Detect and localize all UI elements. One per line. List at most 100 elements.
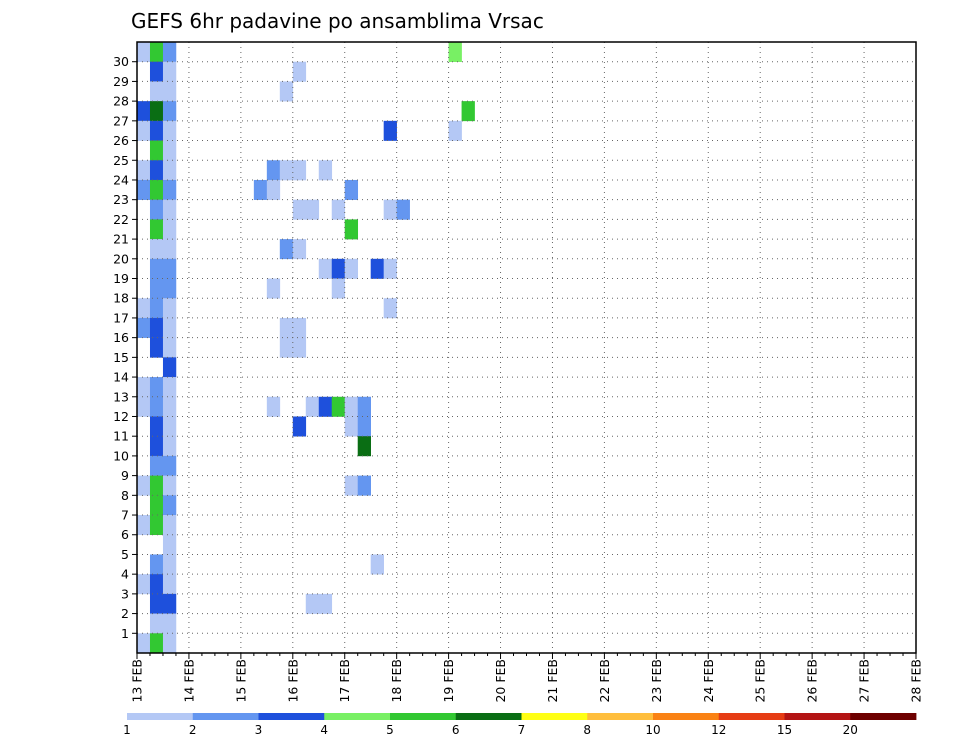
y-tick-label: 19 [113, 271, 129, 286]
heatmap-cells [137, 42, 475, 654]
y-tick-label: 12 [113, 409, 129, 424]
colorbar-label: 1 [123, 723, 131, 737]
heatmap-cell [162, 475, 177, 496]
heatmap-cell [292, 199, 307, 220]
heatmap-cell [292, 317, 307, 338]
heatmap-cell [253, 179, 268, 200]
heatmap-cell [305, 593, 320, 614]
heatmap-cell [162, 633, 177, 654]
heatmap-cell [370, 258, 384, 279]
heatmap-cell [162, 42, 177, 63]
heatmap-cell [162, 199, 177, 220]
heatmap-cell [318, 160, 333, 181]
colorbar-swatch [521, 713, 588, 720]
heatmap-cell [331, 199, 346, 220]
x-axis: 13 FEB 14 FEB 15 FEB 16 FEB 17 FEB 18 FEB 19 F… [130, 653, 924, 703]
y-tick-label: 13 [113, 389, 129, 404]
y-tick-label: 2 [121, 606, 129, 621]
colorbar-swatch [784, 713, 851, 720]
heatmap-cell [305, 199, 320, 220]
heatmap-cell [149, 495, 164, 516]
heatmap-cell [344, 258, 359, 279]
heatmap-cell [266, 278, 281, 299]
x-tick-label: 15 FEB [233, 659, 248, 703]
heatmap-cell [149, 613, 164, 634]
heatmap-cell [383, 199, 397, 220]
y-tick-label: 16 [113, 330, 129, 345]
heatmap-cell [162, 101, 177, 122]
heatmap-cell [137, 396, 151, 417]
heatmap-cell [357, 475, 371, 496]
heatmap-cell [162, 219, 177, 240]
heatmap-cell [137, 160, 151, 181]
heatmap-cell [162, 495, 177, 516]
y-tick-label: 18 [113, 291, 129, 306]
colorbar-swatch [390, 713, 457, 720]
colorbar-swatch [850, 713, 917, 720]
y-tick-label: 11 [113, 429, 129, 444]
plot-frame [136, 41, 917, 654]
heatmap-cell [162, 613, 177, 634]
heatmap-cell [149, 298, 164, 319]
colorbar-label: 20 [843, 723, 858, 737]
heatmap-cell [137, 317, 151, 338]
x-tick-label: 21 FEB [545, 659, 560, 703]
heatmap-cell [357, 416, 371, 437]
y-tick-label: 17 [113, 310, 129, 325]
colorbar-label: 10 [645, 723, 660, 737]
heatmap-cell [344, 219, 359, 240]
y-tick-label: 8 [121, 488, 129, 503]
heatmap-cell [149, 81, 164, 102]
colorbar: 1 2 3 4 5 6 7 8 10 12 15 20 [123, 713, 917, 737]
heatmap-cell [137, 633, 151, 654]
y-tick-label: 1 [121, 626, 129, 641]
x-tick-label: 26 FEB [805, 659, 820, 703]
heatmap-cell [279, 337, 294, 358]
heatmap-cell [279, 81, 294, 102]
heatmap-cell [162, 81, 177, 102]
heatmap-cell [149, 416, 164, 437]
heatmap-cell [266, 179, 281, 200]
heatmap-cell [149, 475, 164, 496]
heatmap-cell [162, 239, 177, 260]
y-tick-label: 24 [113, 172, 129, 187]
y-tick-label: 9 [121, 468, 129, 483]
heatmap-cell [344, 396, 359, 417]
heatmap-cell [149, 101, 164, 122]
colorbar-swatch [324, 713, 391, 720]
x-tick-label: 27 FEB [857, 659, 872, 703]
heatmap-cell [137, 515, 151, 536]
colorbar-swatch [127, 713, 194, 720]
heatmap-cell [448, 120, 462, 141]
x-tick-label: 28 FEB [909, 659, 924, 703]
heatmap-cell [162, 337, 177, 358]
x-tick-label: 25 FEB [753, 659, 768, 703]
heatmap-cell [279, 239, 294, 260]
y-tick-label: 23 [113, 192, 129, 207]
heatmap-cell [149, 515, 164, 536]
heatmap-cell [318, 593, 333, 614]
heatmap-cell [357, 396, 371, 417]
colorbar-label: 7 [518, 723, 526, 737]
x-tick-label: 14 FEB [181, 659, 196, 703]
colorbar-label: 4 [320, 723, 328, 737]
x-tick-label: 16 FEB [285, 659, 300, 703]
y-tick-label: 20 [113, 251, 129, 266]
heatmap-cell [149, 120, 164, 141]
y-axis: 1234567891011121314151617181920212223242… [113, 54, 137, 641]
heatmap-cell [162, 554, 177, 575]
heatmap-cell [162, 515, 177, 536]
heatmap-cell [137, 574, 151, 595]
x-tick-label: 13 FEB [130, 659, 145, 703]
heatmap-cell [448, 42, 462, 63]
heatmap-cell [149, 199, 164, 220]
heatmap-cell [292, 239, 307, 260]
colorbar-label: 3 [255, 723, 263, 737]
heatmap-cell [149, 455, 164, 476]
heatmap-cell [305, 396, 320, 417]
heatmap-cell [137, 298, 151, 319]
heatmap-cell [344, 179, 359, 200]
chart-title: GEFS 6hr padavine po ansamblima Vrsac [131, 9, 544, 33]
gridlines [137, 42, 916, 653]
heatmap-cell [292, 160, 307, 181]
